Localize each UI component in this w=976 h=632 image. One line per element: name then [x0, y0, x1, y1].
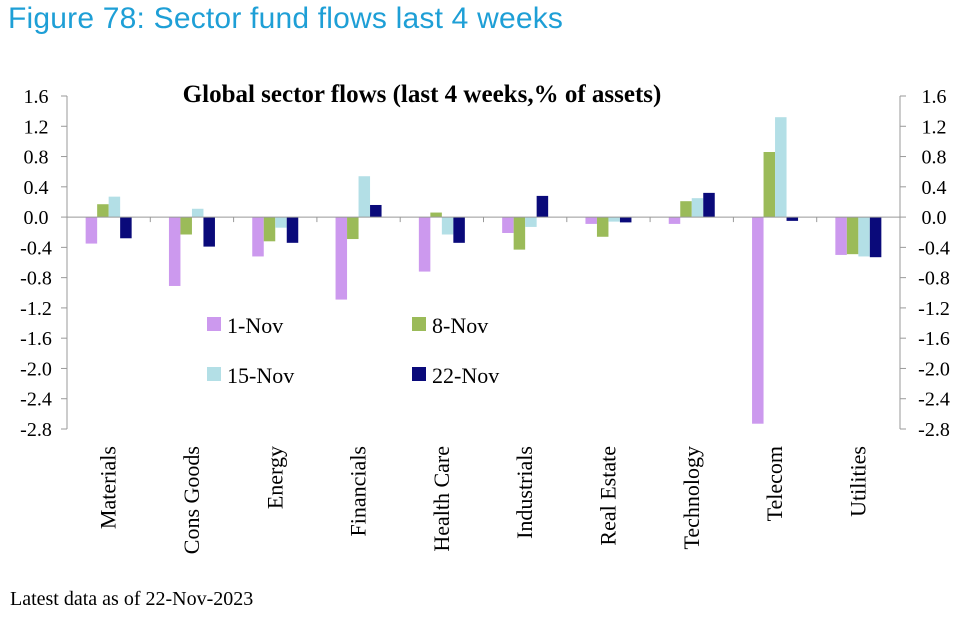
- category-label: Energy: [262, 446, 287, 509]
- bar-22-nov-industrials: [536, 195, 549, 218]
- legend-swatch-8-nov: [412, 317, 426, 331]
- bar-8-nov-telecom: [763, 152, 776, 218]
- left-tick-label: 0.4: [24, 177, 49, 199]
- right-tick-label: -2.4: [918, 389, 950, 411]
- left-tick-label: 0.8: [24, 147, 49, 169]
- legend-label-22-nov: 22-Nov: [432, 363, 499, 388]
- bar-22-nov-technology: [703, 192, 715, 218]
- bar-1-nov-financials: [335, 217, 348, 300]
- right-tick-label: -2.0: [918, 358, 950, 380]
- left-tick-label: -0.8: [20, 268, 52, 290]
- right-tick-label: -0.8: [918, 268, 950, 290]
- legend-label-8-nov: 8-Nov: [432, 313, 488, 338]
- bar-1-nov-cons-goods: [168, 217, 181, 286]
- right-tick-label: 0.4: [922, 177, 947, 199]
- bar-8-nov-technology: [680, 201, 692, 218]
- category-label: Financials: [346, 446, 371, 536]
- bar-22-nov-energy: [286, 217, 299, 243]
- right-tick-label: -1.6: [918, 328, 950, 350]
- category-label: Technology: [679, 446, 704, 550]
- bar-1-nov-telecom: [752, 217, 764, 424]
- bar-15-nov-materials: [108, 196, 121, 218]
- bar-1-nov-health-care: [418, 217, 431, 272]
- right-tick-label: 1.6: [922, 86, 947, 108]
- bar-1-nov-materials: [85, 217, 98, 244]
- category-label: Real Estate: [595, 446, 620, 546]
- bar-15-nov-technology: [691, 198, 704, 218]
- category-label: Utilities: [845, 446, 870, 517]
- bar-8-nov-health-care: [430, 212, 442, 218]
- bar-22-nov-utilities: [869, 217, 882, 258]
- plot-area: 1.6 1.6 1.2 1.2 0.8 0.8 0.4 0.4 0.0 0.0 -0.4 -0.4 -0…: [20, 86, 950, 554]
- category-label: Health Care: [429, 446, 454, 552]
- left-tick-label: -2.4: [20, 389, 52, 411]
- bar-22-nov-telecom: [786, 217, 799, 221]
- right-tick-label: 0.0: [922, 207, 947, 229]
- bar-22-nov-cons-goods: [203, 217, 215, 247]
- bar-8-nov-cons-goods: [180, 217, 192, 235]
- footnote: Latest data as of 22-Nov-2023: [10, 588, 254, 610]
- category-label: Telecom: [762, 446, 787, 521]
- left-tick-label: -1.2: [20, 298, 52, 320]
- bar-1-nov-real-estate: [585, 217, 597, 224]
- left-tick-label: -1.6: [20, 328, 52, 350]
- bar-8-nov-utilities: [846, 217, 859, 255]
- bar-1-nov-utilities: [835, 217, 847, 255]
- bar-15-nov-utilities: [858, 217, 870, 257]
- bar-8-nov-real-estate: [596, 217, 609, 237]
- legend-label-15-nov: 15-Nov: [227, 363, 294, 388]
- right-tick-label: -2.8: [918, 419, 950, 441]
- left-tick-label: 1.6: [24, 86, 49, 108]
- legend-swatch-1-nov: [207, 317, 221, 331]
- bar-8-nov-financials: [347, 217, 359, 240]
- left-tick-label: -2.8: [20, 419, 52, 441]
- bar-1-nov-technology: [668, 217, 681, 224]
- bar-1-nov-energy: [252, 217, 264, 257]
- legend-label-1-nov: 1-Nov: [227, 313, 283, 338]
- legend-swatch-22-nov: [412, 367, 426, 381]
- figure-title: Figure 78: Sector fund flows last 4 week…: [8, 2, 564, 35]
- right-tick-label: -1.2: [918, 298, 950, 320]
- left-tick-label: 1.2: [24, 116, 49, 138]
- bar-22-nov-materials: [120, 217, 132, 239]
- bar-15-nov-energy: [275, 217, 287, 228]
- bar-22-nov-real-estate: [619, 217, 632, 223]
- bar-8-nov-industrials: [513, 217, 526, 250]
- right-tick-label: -0.4: [918, 237, 950, 259]
- bar-8-nov-materials: [97, 204, 109, 218]
- category-label: Industrials: [512, 446, 537, 539]
- bar-22-nov-health-care: [453, 217, 465, 243]
- left-tick-label: 0.0: [24, 207, 49, 229]
- right-tick-label: 0.8: [922, 147, 947, 169]
- chart-title: Global sector flows (last 4 weeks,% of a…: [183, 81, 662, 108]
- category-label: Cons Goods: [179, 446, 204, 554]
- bar-15-nov-real-estate: [608, 217, 620, 222]
- bar-15-nov-cons-goods: [191, 208, 204, 218]
- bar-15-nov-industrials: [525, 217, 537, 227]
- bar-8-nov-energy: [263, 217, 276, 242]
- bar-1-nov-industrials: [502, 217, 514, 233]
- bar-22-nov-financials: [370, 204, 382, 218]
- left-tick-label: -0.4: [20, 237, 52, 259]
- bar-15-nov-financials: [358, 176, 371, 218]
- category-label: Materials: [96, 446, 121, 529]
- bar-15-nov-health-care: [441, 217, 454, 235]
- legend-swatch-15-nov: [207, 367, 221, 381]
- right-tick-label: 1.2: [922, 116, 947, 138]
- bar-15-nov-telecom: [775, 117, 787, 218]
- left-tick-label: -2.0: [20, 358, 52, 380]
